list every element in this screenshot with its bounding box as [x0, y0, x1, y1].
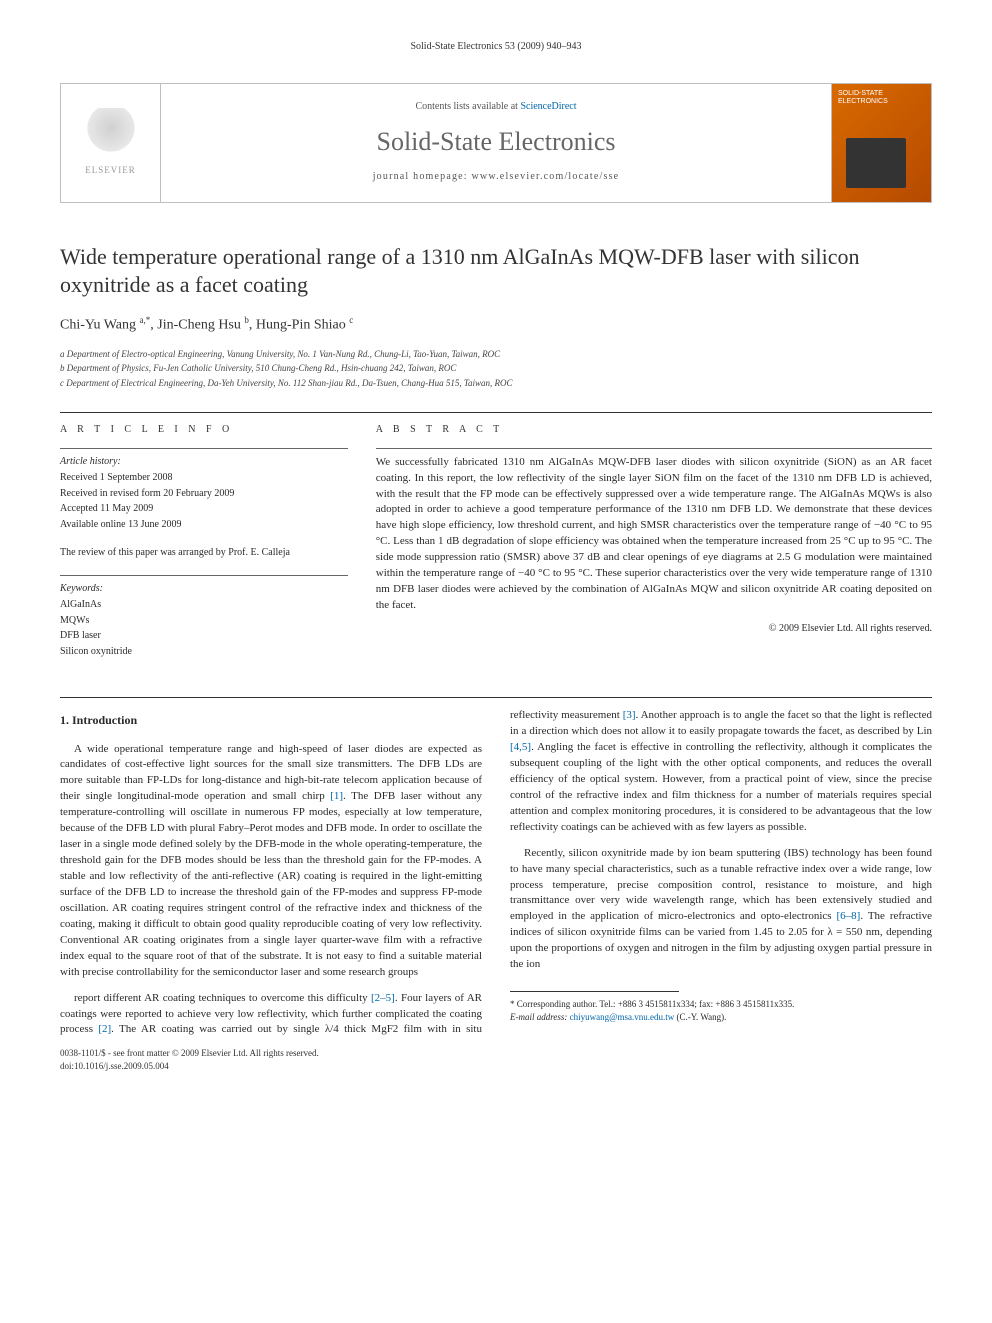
history-received: Received 1 September 2008 — [60, 471, 348, 486]
author-list: Chi-Yu Wang a,*, Jin-Cheng Hsu b, Hung-P… — [60, 314, 932, 336]
footer-left: 0038-1101/$ - see front matter © 2009 El… — [60, 1047, 319, 1073]
info-rule-2 — [60, 575, 348, 576]
section-rule — [60, 412, 932, 413]
author-email-link[interactable]: chiyuwang@msa.vnu.edu.tw — [570, 1012, 675, 1022]
elsevier-tree-icon — [86, 108, 136, 158]
history-accepted: Accepted 11 May 2009 — [60, 502, 348, 517]
citation-link[interactable]: [2–5] — [371, 992, 395, 1004]
running-head: Solid-State Electronics 53 (2009) 940–94… — [60, 40, 932, 55]
email-suffix: (C.-Y. Wang). — [676, 1012, 726, 1022]
history-online: Available online 13 June 2009 — [60, 518, 348, 533]
cover-title: SOLID-STATE ELECTRONICS — [838, 90, 925, 107]
history-revised: Received in revised form 20 February 200… — [60, 487, 348, 502]
affiliation-b: b Department of Physics, Fu-Jen Catholic… — [60, 362, 932, 376]
article-title: Wide temperature operational range of a … — [60, 243, 932, 300]
abstract-copyright: © 2009 Elsevier Ltd. All rights reserved… — [376, 622, 932, 637]
journal-name: Solid-State Electronics — [376, 123, 615, 161]
keywords-label: Keywords: — [60, 582, 348, 597]
doi-line: doi:10.1016/j.sse.2009.05.004 — [60, 1060, 319, 1073]
section-rule-2 — [60, 697, 932, 698]
citation-link[interactable]: [4,5] — [510, 741, 531, 753]
affiliation-c: c Department of Electrical Engineering, … — [60, 377, 932, 391]
affiliations: a Department of Electro-optical Engineer… — [60, 348, 932, 391]
affiliation-a: a Department of Electro-optical Engineer… — [60, 348, 932, 362]
abstract-text: We successfully fabricated 1310 nm AlGaI… — [376, 455, 932, 614]
abstract-heading: A B S T R A C T — [376, 423, 932, 438]
email-line: E-mail address: chiyuwang@msa.vnu.edu.tw… — [510, 1011, 932, 1024]
footnote-separator — [510, 991, 679, 992]
corresponding-author-note: * Corresponding author. Tel.: +886 3 451… — [510, 998, 932, 1011]
intro-paragraph-1: A wide operational temperature range and… — [60, 742, 482, 981]
citation-link[interactable]: [2] — [98, 1023, 111, 1035]
keyword-3: DFB laser — [60, 629, 348, 644]
intro-paragraph-3: Recently, silicon oxynitride made by ion… — [510, 846, 932, 974]
citation-link[interactable]: [3] — [623, 709, 636, 721]
keywords-block: Keywords: AlGaInAs MQWs DFB laser Silico… — [60, 582, 348, 660]
journal-cover-thumbnail: SOLID-STATE ELECTRONICS — [831, 84, 931, 202]
citation-link[interactable]: [6–8] — [837, 910, 861, 922]
info-abstract-row: A R T I C L E I N F O Article history: R… — [60, 423, 932, 673]
journal-homepage: journal homepage: www.elsevier.com/locat… — [373, 170, 620, 185]
keyword-4: Silicon oxynitride — [60, 645, 348, 660]
sciencedirect-link[interactable]: ScienceDirect — [520, 101, 576, 112]
abstract-rule — [376, 448, 932, 449]
keyword-2: MQWs — [60, 614, 348, 629]
front-matter-line: 0038-1101/$ - see front matter © 2009 El… — [60, 1047, 319, 1060]
cover-chip-graphic — [846, 138, 906, 188]
article-info-column: A R T I C L E I N F O Article history: R… — [60, 423, 348, 673]
email-label: E-mail address: — [510, 1012, 567, 1022]
publisher-logo: ELSEVIER — [61, 84, 161, 202]
masthead-center: Contents lists available at ScienceDirec… — [161, 84, 831, 202]
abstract-column: A B S T R A C T We successfully fabricat… — [376, 423, 932, 673]
article-body: 1. Introduction A wide operational tempe… — [60, 708, 932, 1039]
history-label: Article history: — [60, 455, 348, 470]
citation-link[interactable]: [1] — [330, 790, 343, 802]
contents-prefix: Contents lists available at — [415, 101, 520, 112]
keyword-1: AlGaInAs — [60, 598, 348, 613]
page-footer: 0038-1101/$ - see front matter © 2009 El… — [60, 1047, 932, 1073]
publisher-name: ELSEVIER — [85, 164, 136, 177]
article-history-block: Article history: Received 1 September 20… — [60, 455, 348, 533]
footnotes: * Corresponding author. Tel.: +886 3 451… — [510, 998, 932, 1023]
contents-available-line: Contents lists available at ScienceDirec… — [415, 100, 576, 115]
info-rule — [60, 448, 348, 449]
review-note: The review of this paper was arranged by… — [60, 546, 348, 561]
journal-masthead: ELSEVIER Contents lists available at Sci… — [60, 83, 932, 203]
article-info-heading: A R T I C L E I N F O — [60, 423, 348, 438]
section-1-heading: 1. Introduction — [60, 712, 482, 729]
